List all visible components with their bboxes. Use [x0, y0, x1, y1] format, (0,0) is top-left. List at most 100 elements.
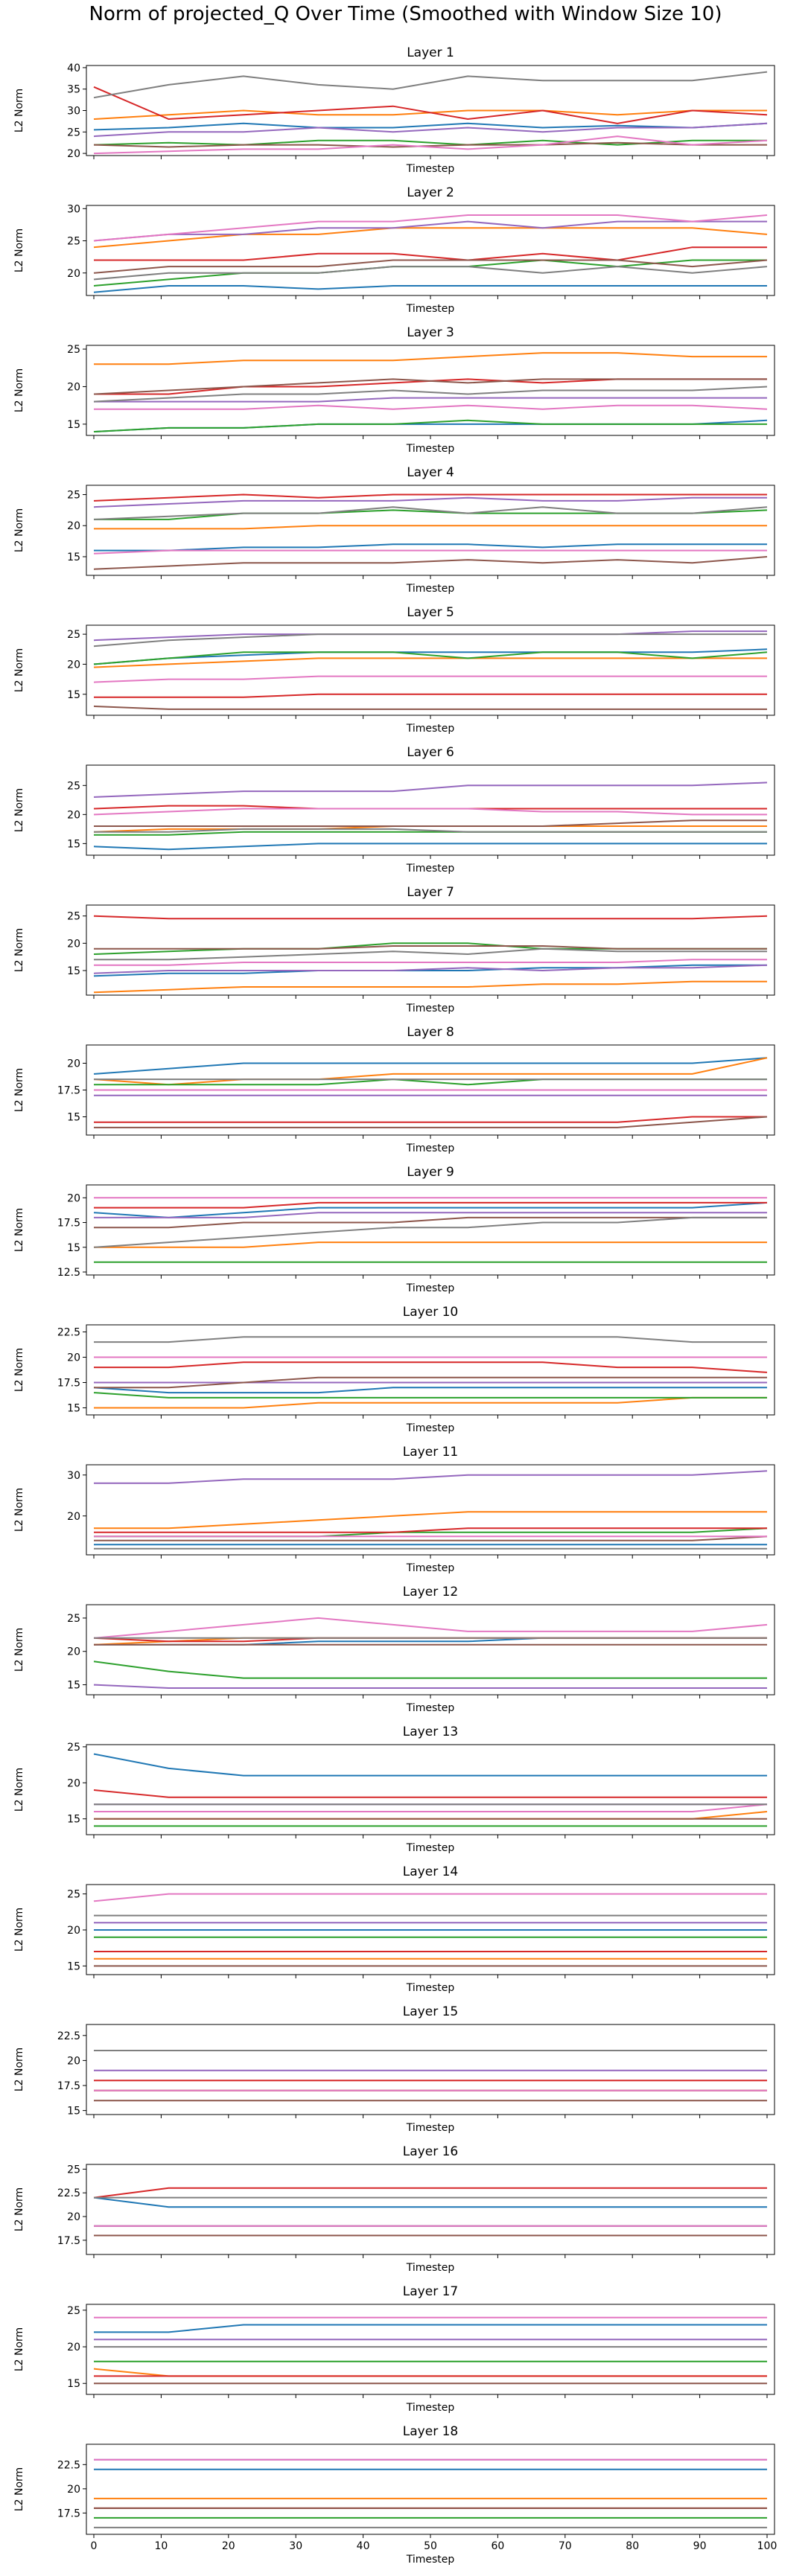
series-line — [93, 1617, 768, 1639]
series-line — [93, 1387, 767, 1394]
subplot-title: Layer 12 — [403, 1585, 458, 1599]
x-axis-label: Timestep — [406, 443, 455, 455]
y-tick-label: 20 — [67, 1352, 80, 1364]
y-tick-label: 35 — [67, 84, 80, 96]
series-line — [94, 1216, 767, 1229]
series-line — [93, 915, 768, 920]
x-tick-label: 80 — [626, 2540, 639, 2552]
y-tick-label: 17.5 — [57, 1085, 80, 1097]
y-tick-label: 20 — [67, 938, 80, 950]
plot-frame — [86, 2164, 775, 2255]
series-line — [93, 808, 767, 816]
y-tick-label: 22.5 — [57, 1327, 80, 1339]
series-line — [94, 1527, 767, 1533]
series-line — [94, 693, 767, 698]
y-tick-label: 20 — [67, 659, 80, 671]
series-line — [94, 1535, 768, 1541]
y-axis-label: L2 Norm — [13, 1348, 25, 1392]
y-tick-label: 15 — [67, 1680, 80, 1692]
y-tick-label: 20 — [67, 2211, 80, 2223]
series-line — [93, 1057, 768, 1086]
y-axis-label: L2 Norm — [13, 1768, 25, 1812]
series-line — [93, 964, 768, 974]
figure-title: Norm of projected_Q Over Time (Smoothed … — [89, 3, 722, 25]
series-line — [94, 1078, 767, 1086]
x-axis-label: Timestep — [406, 163, 455, 175]
plot-frame — [86, 1744, 775, 1835]
y-tick-label: 15 — [67, 2106, 80, 2118]
subplot-title: Layer 5 — [407, 605, 454, 620]
y-tick-label: 15 — [67, 552, 80, 563]
subplot-title: Layer 6 — [407, 745, 454, 760]
x-axis-label: Timestep — [406, 1842, 455, 1854]
y-tick-label: 20 — [67, 2342, 80, 2353]
series-line — [93, 633, 767, 648]
series-line — [93, 220, 767, 242]
y-axis-label: L2 Norm — [13, 928, 25, 972]
y-tick-label: 15 — [67, 1960, 80, 1972]
series-line — [93, 1392, 767, 1399]
subplot-title: Layer 18 — [403, 2424, 458, 2439]
series-line — [93, 378, 767, 395]
y-tick-label: 15 — [67, 689, 80, 701]
subplot-title: Layer 7 — [407, 885, 454, 900]
series-line — [93, 86, 768, 124]
y-tick-label: 30 — [67, 1470, 80, 1482]
x-axis-label: Timestep — [406, 1282, 455, 1294]
y-tick-label: 15 — [67, 838, 80, 850]
series-line — [93, 1661, 767, 1679]
x-axis-label: Timestep — [406, 1982, 455, 1994]
y-tick-label: 20 — [67, 2055, 80, 2067]
y-tick-label: 20 — [67, 1646, 80, 1658]
y-axis-label: L2 Norm — [13, 2467, 25, 2511]
series-line — [94, 404, 768, 410]
y-tick-label: 20 — [67, 381, 80, 393]
series-line — [93, 1753, 767, 1777]
plot-frame — [86, 2444, 775, 2535]
series-line — [93, 1789, 767, 1798]
y-tick-label: 22.5 — [57, 2030, 80, 2042]
subplot-title: Layer 4 — [407, 465, 454, 480]
series-line — [93, 549, 767, 554]
y-tick-label: 40 — [67, 63, 80, 74]
y-axis-label: L2 Norm — [13, 2048, 25, 2091]
y-tick-label: 20 — [67, 1925, 80, 1937]
series-line — [93, 675, 767, 683]
subplot-title: Layer 14 — [403, 1864, 458, 1879]
y-tick-label: 25 — [67, 127, 80, 138]
series-line — [93, 1201, 768, 1218]
x-axis-label: Timestep — [406, 1003, 455, 1014]
x-tick-label: 30 — [289, 2540, 302, 2552]
y-tick-label: 25 — [67, 1613, 80, 1625]
y-tick-label: 20 — [67, 809, 80, 821]
series-line — [93, 2196, 767, 2208]
y-tick-label: 15 — [67, 1242, 80, 1254]
series-line — [94, 1212, 767, 1218]
y-tick-label: 17.5 — [57, 2235, 80, 2247]
y-tick-label: 22.5 — [57, 2187, 80, 2199]
series-line — [94, 525, 767, 530]
series-line — [93, 285, 767, 293]
x-axis-label: Timestep — [406, 2122, 455, 2134]
x-tick-label: 20 — [222, 2540, 235, 2552]
series-line — [94, 1361, 768, 1373]
series-line — [94, 819, 767, 827]
subplot-title: Layer 2 — [407, 185, 454, 200]
series-line — [94, 246, 767, 261]
subplot-title: Layer 9 — [407, 1165, 454, 1180]
plot-frame — [86, 1604, 775, 1696]
subplot-title: Layer 16 — [403, 2144, 458, 2159]
series-line — [93, 214, 768, 242]
series-line — [94, 1201, 767, 1209]
series-line — [93, 419, 767, 432]
y-tick-label: 20 — [67, 1058, 80, 1070]
y-axis-label: L2 Norm — [13, 788, 25, 832]
series-line — [94, 352, 767, 365]
series-line — [93, 1684, 767, 1689]
series-line — [93, 1057, 768, 1075]
series-line — [94, 1811, 768, 1820]
y-tick-label: 25 — [67, 1889, 80, 1901]
series-line — [94, 1511, 767, 1530]
y-tick-label: 20 — [67, 1511, 80, 1523]
